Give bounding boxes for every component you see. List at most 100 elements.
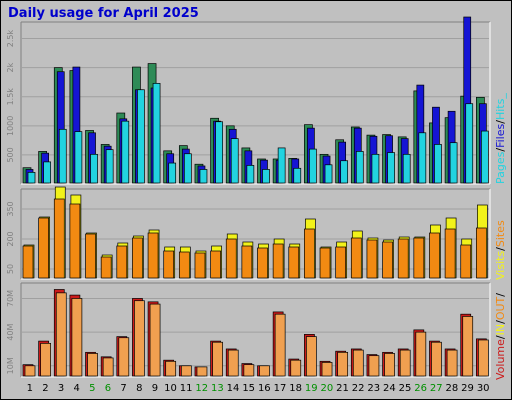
bar-in-day-23 [368, 355, 380, 377]
x-tick-label: 14 [227, 383, 240, 394]
x-tick-label: 2 [42, 383, 48, 394]
bar-hits-day-20 [324, 164, 333, 184]
x-tick-label: 3 [58, 383, 64, 394]
y-tick-label: 2k [6, 62, 15, 72]
x-tick-label: 4 [74, 383, 80, 394]
x-tick-label: 11 [180, 383, 193, 394]
bar-sites-day-16 [257, 247, 268, 279]
bar-sites-day-18 [288, 246, 300, 279]
bar-hits-day-2 [43, 161, 51, 184]
bar-sites-day-29 [460, 244, 472, 279]
bar-hits-day-6 [105, 149, 114, 184]
x-tick-label: 23 [367, 383, 380, 394]
bar-sites-day-14 [225, 238, 237, 279]
bar-in-day-6 [102, 357, 114, 377]
chart-title: Daily usage for April 2025 [8, 6, 199, 21]
x-tick-label: 12 [195, 383, 208, 394]
bar-hits-day-21 [340, 160, 349, 184]
bar-sites-day-9 [147, 232, 159, 279]
x-tick-label: 29 [461, 383, 474, 394]
bar-in-day-26 [415, 331, 427, 377]
bar-hits-day-17 [277, 147, 286, 184]
bar-hits-day-13 [215, 121, 223, 184]
bar-sites-day-23 [366, 239, 378, 279]
x-tick-label: 18 [289, 383, 302, 394]
bar-sites-day-6 [100, 256, 112, 279]
x-tick-label: 15 [242, 383, 255, 394]
y-tick-label: 40M [6, 323, 15, 340]
legend-visits-sites: Visits/Sites [494, 220, 507, 280]
bar-hits-day-28 [449, 142, 458, 184]
bar-in-day-11 [180, 365, 192, 377]
bar-in-day-20 [321, 362, 333, 377]
bar-in-day-1 [24, 365, 36, 377]
bar-hits-day-27 [434, 144, 442, 184]
legend-pages-files-hits: Pages/Files/Hits_ [494, 93, 507, 184]
bar-sites-day-22 [350, 237, 362, 279]
y-tick-label: 200 [6, 231, 15, 246]
bar-hits-day-18 [293, 167, 302, 184]
bar-sites-day-3 [53, 198, 65, 279]
bar-hits-day-26 [418, 132, 427, 184]
bar-sites-day-19 [304, 228, 315, 279]
bar-sites-day-8 [132, 237, 143, 279]
x-tick-label: 6 [105, 383, 111, 394]
x-axis-labels: 1 2 3 4 5 6 7 8 9 10 11 12 13 14 15 16 17 18 19 20 21 22 23 24 2… [27, 383, 490, 394]
bar-in-day-16 [259, 365, 270, 377]
bar-in-day-27 [431, 341, 442, 377]
bar-sites-day-25 [397, 238, 409, 279]
hits-panel: 500 1000 1.5k 2k 2.5k [6, 16, 491, 185]
bar-sites-day-26 [413, 237, 425, 279]
bar-in-day-13 [212, 341, 223, 377]
bar-sites-day-1 [22, 245, 34, 279]
bar-in-day-2 [40, 342, 51, 377]
y-tick-label: 50 [6, 264, 15, 274]
legend-volume-in-out: Volume/IN/OUT/ [494, 293, 507, 380]
bar-in-day-22 [352, 349, 364, 377]
bar-in-day-25 [399, 349, 411, 377]
bar-in-day-7 [118, 337, 130, 377]
bar-sites-day-21 [335, 246, 347, 279]
bar-sites-day-24 [382, 241, 393, 279]
x-tick-label: 21 [336, 383, 349, 394]
bar-sites-day-28 [444, 228, 456, 279]
bar-in-day-3 [55, 292, 67, 377]
y-tick-label: 500 [6, 147, 15, 162]
bar-sites-day-13 [210, 250, 221, 279]
x-tick-label: 8 [136, 383, 142, 394]
x-tick-label: 20 [320, 383, 333, 394]
bar-sites-day-15 [241, 245, 253, 279]
bar-hits-day-4 [74, 131, 83, 184]
bar-in-day-29 [462, 316, 474, 377]
y-tick-label: 350 [6, 201, 15, 216]
bar-in-day-12 [196, 366, 208, 377]
x-tick-label: 22 [352, 383, 365, 394]
bar-hits-day-9 [152, 82, 161, 184]
bar-hits-day-16 [262, 169, 270, 184]
bar-hits-day-24 [387, 152, 395, 184]
bar-hits-day-1 [27, 172, 36, 184]
y-tick-label: 10M [6, 357, 15, 374]
y-tick-label: 70M [6, 290, 15, 307]
bar-sites-day-20 [319, 247, 331, 279]
bar-in-day-9 [149, 303, 161, 377]
x-tick-label: 28 [446, 383, 459, 394]
x-tick-label: 26 [414, 383, 427, 394]
bar-in-day-24 [384, 353, 395, 377]
bar-hits-day-25 [402, 153, 411, 184]
bar-hits-day-14 [230, 138, 239, 184]
bar-hits-day-23 [371, 153, 380, 184]
bar-in-day-8 [134, 300, 145, 377]
x-tick-label: 27 [430, 383, 443, 394]
bar-in-day-14 [227, 349, 239, 377]
bar-sites-day-5 [85, 233, 96, 279]
bar-hits-day-22 [355, 151, 364, 184]
x-tick-label: 16 [258, 383, 271, 394]
bar-sites-day-17 [272, 243, 284, 279]
bar-sites-day-7 [116, 245, 128, 279]
bar-hits-day-5 [90, 153, 98, 184]
bar-in-day-21 [337, 351, 349, 377]
x-tick-label: 7 [120, 383, 126, 394]
visits-panel: 50 200 350 [6, 186, 491, 280]
bar-hits-day-3 [58, 128, 67, 184]
